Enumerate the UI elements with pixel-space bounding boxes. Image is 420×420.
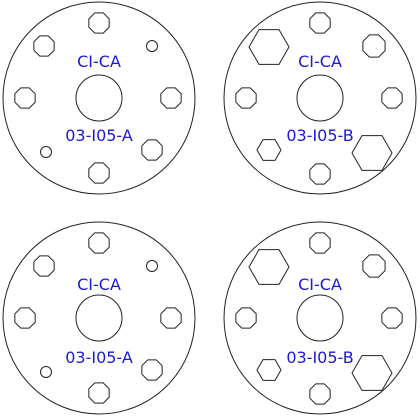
- octagon-hole: [33, 255, 55, 277]
- round-hole: [146, 260, 158, 272]
- octagon-hole: [235, 87, 257, 109]
- disc-outline: [2, 221, 196, 415]
- octagon-hole: [160, 87, 182, 109]
- octagon-hole: [309, 232, 331, 254]
- hexagon-hole: [248, 29, 290, 65]
- octagon-hole: [88, 162, 110, 184]
- hexagon-hole: [351, 355, 393, 391]
- octagon-hole: [309, 163, 331, 185]
- center-hole: [296, 74, 344, 122]
- disc-top-label: CI-CA: [298, 52, 342, 71]
- hole-pattern: [235, 232, 403, 405]
- octagon-hole: [381, 307, 403, 329]
- disc-bottom-label: 03-I05-B: [286, 348, 353, 367]
- octagon-hole: [362, 34, 386, 58]
- octagon-hole: [88, 382, 110, 404]
- disc-4: CI-CA 03-I05-B: [223, 221, 417, 415]
- hole-pattern: [14, 12, 182, 184]
- octagon-hole: [14, 87, 36, 109]
- hexagon-hole: [256, 139, 282, 161]
- center-hole: [75, 294, 123, 342]
- octagon-hole: [14, 307, 36, 329]
- octagon-hole: [381, 87, 403, 109]
- center-hole: [75, 74, 123, 122]
- hexagon-hole: [256, 359, 282, 381]
- octagon-hole: [33, 35, 55, 57]
- disc-top-label: CI-CA: [77, 52, 121, 71]
- disc-top-label: CI-CA: [298, 275, 342, 294]
- disc-3: CI-CA 03-I05-A: [2, 221, 196, 415]
- octagon-hole: [309, 383, 331, 405]
- disc-1: CI-CA 03-I05-A: [2, 1, 196, 195]
- octagon-hole: [88, 12, 110, 34]
- round-hole: [40, 366, 52, 378]
- disc-bottom-label: 03-I05-A: [65, 348, 133, 367]
- octagon-hole: [141, 139, 163, 161]
- hole-pattern: [235, 12, 403, 185]
- hole-pattern: [14, 232, 182, 404]
- disc-top-label: CI-CA: [77, 275, 121, 294]
- round-hole: [40, 146, 52, 158]
- octagon-hole: [141, 359, 163, 381]
- octagon-hole: [362, 254, 386, 278]
- octagon-hole: [309, 12, 331, 34]
- octagon-hole: [88, 232, 110, 254]
- round-hole: [146, 40, 158, 52]
- octagon-hole: [235, 307, 257, 329]
- hexagon-hole: [351, 135, 393, 171]
- disc-outline: [2, 1, 196, 195]
- disc-outline: [223, 1, 417, 195]
- center-hole: [296, 294, 344, 342]
- disc-2: CI-CA 03-I05-B: [223, 1, 417, 195]
- disc-bottom-label: 03-I05-B: [286, 126, 353, 145]
- hexagon-hole: [248, 249, 290, 285]
- disc-outline: [223, 221, 417, 415]
- octagon-hole: [160, 307, 182, 329]
- disc-bottom-label: 03-I05-A: [65, 126, 133, 145]
